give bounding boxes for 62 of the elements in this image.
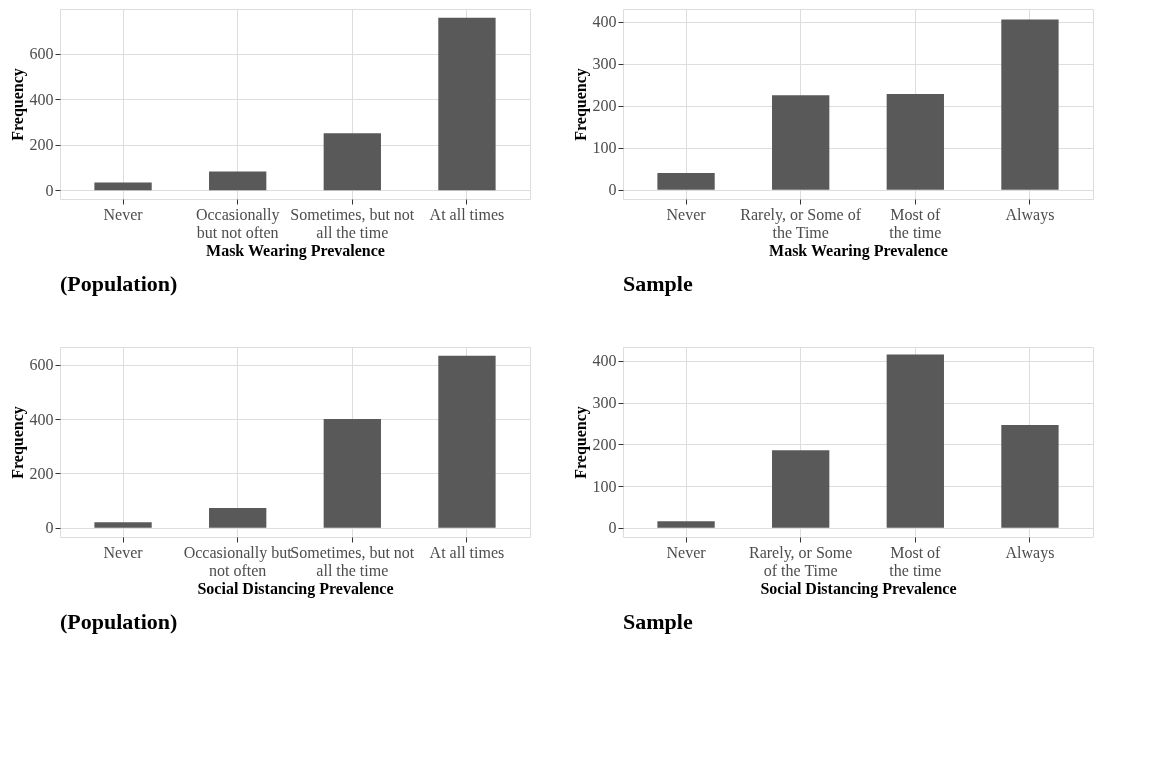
bar (772, 450, 830, 528)
bar (94, 182, 152, 191)
x-tick-label: Never (666, 543, 707, 561)
y-tick-label: 400 (592, 13, 617, 31)
bar (1001, 425, 1059, 528)
x-tick-label: Sometimes, but not all the time (290, 543, 415, 579)
x-tick-label: Most of the time (889, 543, 942, 579)
y-tick-label: 100 (592, 477, 617, 495)
y-tick-label: 0 (45, 181, 54, 199)
y-axis-title: Frequency (8, 68, 27, 141)
x-tick-label: Always (1005, 205, 1055, 224)
y-tick-label: 400 (29, 90, 54, 108)
bar (323, 133, 381, 191)
y-axis-title: Frequency (571, 68, 590, 141)
y-tick-label: 600 (29, 356, 54, 374)
y-tick-label: 300 (592, 394, 617, 412)
y-tick-label: 200 (29, 136, 54, 154)
bar (657, 521, 715, 528)
bar (323, 419, 381, 528)
x-tick-label: Never (103, 543, 144, 561)
x-axis-title: Mask Wearing Prevalence (206, 241, 385, 260)
x-tick-label: Rarely, or Some of the Time (748, 543, 853, 579)
bar (886, 93, 944, 190)
bar (209, 507, 267, 528)
bar (438, 355, 496, 528)
x-axis-title: Mask Wearing Prevalence (769, 241, 948, 260)
bar (1001, 19, 1059, 190)
x-tick-label: Sometimes, but not all the time (290, 205, 415, 241)
text: (Population) (60, 609, 178, 634)
y-tick-label: 200 (592, 435, 617, 453)
y-tick-label: 400 (592, 352, 617, 370)
x-axis-title: Social Distancing Prevalence (760, 579, 957, 598)
y-tick-label: 100 (592, 139, 617, 157)
x-tick-label: At all times (429, 205, 505, 223)
x-tick-label: Occasionally but not often (183, 543, 293, 579)
y-tick-label: 0 (608, 519, 617, 537)
x-tick-label: Always (1005, 543, 1055, 562)
y-tick-label: 200 (592, 97, 617, 115)
x-tick-label: At all times (429, 543, 505, 561)
x-tick-label: Never (103, 205, 144, 223)
bar (772, 95, 830, 190)
y-tick-label: 300 (592, 55, 617, 73)
text: Sample (623, 609, 693, 634)
text: Sample (623, 271, 693, 296)
x-tick-label: Never (666, 205, 707, 223)
y-tick-label: 200 (29, 464, 54, 482)
bar (438, 17, 496, 191)
y-axis-title: Frequency (8, 406, 27, 479)
x-tick-label: Occasionally but not often (195, 205, 280, 241)
y-tick-label: 0 (45, 519, 54, 537)
bar (209, 171, 267, 191)
x-axis-title: Social Distancing Prevalence (197, 579, 394, 598)
text: (Population) (60, 271, 178, 296)
x-tick-label: Rarely, or Some of the Time (740, 205, 862, 241)
y-tick-label: 400 (29, 410, 54, 428)
bar (657, 172, 715, 190)
bar (94, 522, 152, 528)
bar (886, 354, 944, 528)
x-tick-label: Most of the time (889, 205, 942, 241)
y-tick-label: 600 (29, 45, 54, 63)
y-axis-title: Frequency (571, 406, 590, 479)
y-tick-label: 0 (608, 181, 617, 199)
